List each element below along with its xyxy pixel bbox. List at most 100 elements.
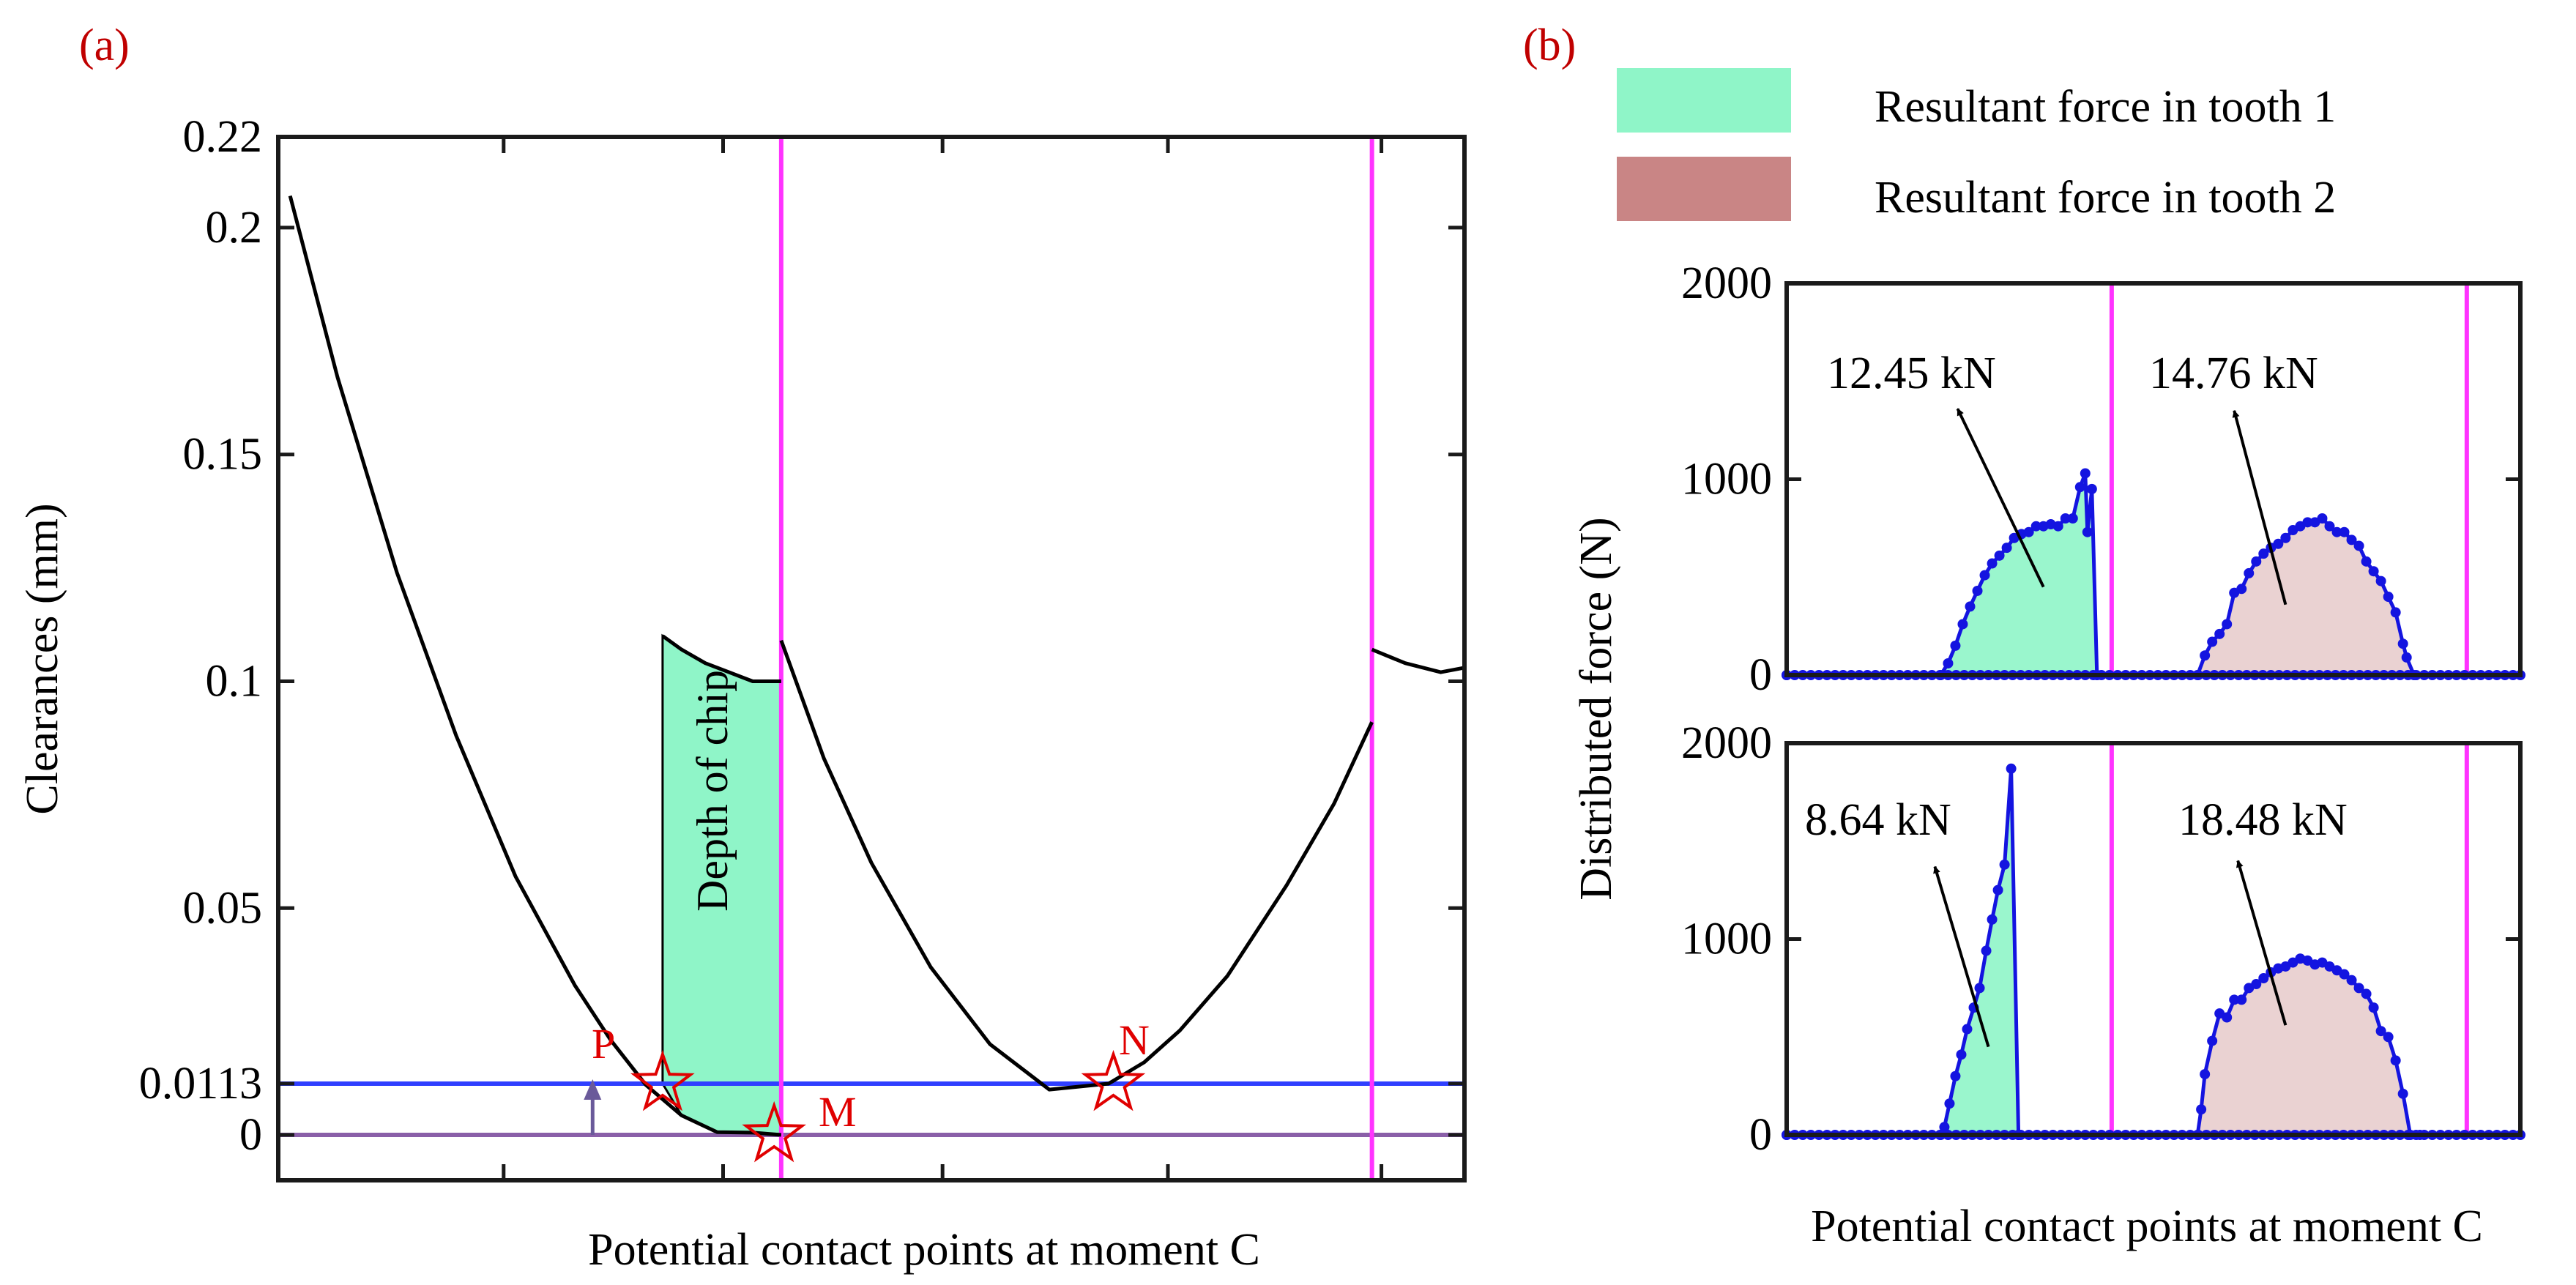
bottom-point-tooth-2-3 (2200, 1069, 2211, 1080)
annotation-18-48-kn: 18.48 kN (2178, 795, 2348, 845)
panel-a: (a) 00.0113 0.05 0.1 0.15 0.2 0.22 Depth of c… (18, 21, 1467, 1275)
clearance-arrow-head (584, 1079, 602, 1100)
bottom-point-tooth-1-4 (1950, 1070, 1961, 1081)
top-point-tooth-1-3 (1950, 640, 1961, 651)
top-point-tooth-2-3 (2207, 636, 2218, 647)
axis-a-xlabel: Potential contact points at moment C (588, 1225, 1260, 1275)
top-area-14-76-kn (2197, 518, 2414, 675)
top-point-tooth-2-27 (2383, 592, 2394, 602)
top-point-tooth-2-7 (2236, 584, 2247, 595)
top-point-tooth-1-9 (1994, 550, 2005, 561)
series-clearance-curve-3 (1371, 647, 1465, 674)
bottom-point-tooth-1-2 (1939, 1122, 1950, 1133)
depth-of-chip-label: Depth of chip (688, 670, 737, 912)
bottom-area-18-48-kn (2197, 958, 2411, 1135)
top-point-tooth-2-8 (2244, 567, 2255, 578)
bottom-point-tooth-1-8 (1974, 983, 1985, 994)
top-point-tooth-2-28 (2390, 607, 2401, 618)
bottom-point-tooth-1-5 (1956, 1049, 1967, 1060)
top-point-tooth-2-2 (2200, 650, 2211, 661)
bottom-point-tooth-1-11 (1992, 884, 2003, 895)
top-point-tooth-2-9 (2251, 556, 2262, 567)
ytick-label-0-2: 0.2 (206, 203, 263, 253)
top-point-tooth-1-21 (2080, 468, 2091, 479)
series-depth-of-chip-top (661, 634, 781, 683)
ytick-label-0-1: 0.1 (206, 656, 263, 706)
top-point-tooth-1-20 (2074, 482, 2085, 493)
bottom-point-tooth-2-23 (2346, 975, 2357, 986)
top-point-tooth-2-16 (2302, 517, 2313, 528)
top-point-tooth-1-14 (2030, 521, 2041, 532)
marker-star-n (1081, 1049, 1146, 1111)
bottom-area-8-64-kn (1940, 768, 2019, 1135)
bottom-point-tooth-2-28 (2383, 1032, 2394, 1043)
axes-b-top-frame (1784, 281, 2523, 677)
bottom-point-tooth-2-10 (2251, 979, 2262, 990)
legend-swatch-tooth-2 (1617, 157, 1791, 221)
bottom-point-tooth-1-12 (1999, 859, 2010, 870)
top-point-tooth-2-26 (2375, 576, 2386, 586)
bottom-arrow-18-48-kn (2236, 860, 2287, 1026)
bottom-point-tooth-2-4 (2207, 1035, 2218, 1046)
ytick-label-0-0113: 0.0113 (139, 1059, 262, 1109)
bottom-point-tooth-1-9 (1981, 945, 1992, 956)
bottom-ytick-label-2000: 2000 (1681, 718, 1772, 768)
top-point-tooth-1-8 (1987, 558, 1998, 569)
series-clearance-curve-1 (288, 195, 782, 1137)
legend-swatch-tooth-1 (1617, 68, 1791, 133)
top-point-tooth-2-12 (2273, 538, 2284, 549)
marker-star-p (630, 1049, 695, 1111)
annotation-12-45-kn: 12.45 kN (1827, 349, 1996, 398)
top-point-tooth-2-24 (2361, 556, 2372, 567)
legend-label-tooth-2: Resultant force in tooth 2 (1875, 173, 2336, 223)
bottom-point-tooth-2-27 (2375, 1026, 2386, 1037)
top-point-tooth-2-20 (2331, 526, 2342, 537)
bottom-point-tooth-2-8 (2236, 994, 2247, 1005)
top-point-tooth-1-13 (2023, 526, 2034, 537)
top-point-tooth-1-7 (1979, 570, 1990, 581)
top-point-tooth-1-17 (2052, 521, 2063, 532)
top-point-tooth-2-13 (2280, 532, 2291, 543)
annotation-14-76-kn: 14.76 kN (2149, 349, 2318, 398)
top-point-tooth-1-6 (1972, 585, 1983, 596)
axis-b-xlabel: Potential contact points at moment C (1811, 1202, 2483, 1251)
top-point-tooth-2-18 (2317, 513, 2328, 524)
bottom-point-tooth-1-6 (1962, 1024, 1973, 1035)
axes-a-frame (276, 135, 1467, 1182)
top-ytick-label-1000: 1000 (1681, 455, 1772, 504)
top-point-tooth-2-25 (2368, 566, 2379, 577)
axis-a-ylabel: Clearances (mm) (18, 503, 67, 814)
axis-b-ylabel: Distributed force (N) (1571, 517, 1621, 900)
bottom-point-tooth-2-2 (2196, 1104, 2207, 1115)
top-point-tooth-1-5 (1965, 601, 1976, 612)
top-point-tooth-1-10 (2001, 543, 2012, 554)
top-point-tooth-2-19 (2324, 521, 2335, 532)
ytick-label-0: 0 (239, 1110, 262, 1160)
top-point-tooth-2-4 (2214, 628, 2225, 639)
top-point-tooth-1-22 (2082, 526, 2093, 537)
bottom-point-tooth-1-13 (2006, 763, 2017, 774)
bottom-point-tooth-2-6 (2222, 1012, 2233, 1023)
top-point-tooth-1-23 (2086, 483, 2097, 494)
marker-m-label: M (819, 1088, 857, 1136)
annotation-8-64-kn: 8.64 kN (1805, 795, 1951, 845)
top-ytick-label-0: 0 (1749, 650, 1772, 700)
bottom-point-tooth-2-25 (2361, 988, 2372, 999)
top-point-tooth-2-21 (2339, 526, 2350, 537)
top-point-tooth-2-30 (2401, 652, 2412, 663)
ytick-label-0-05: 0.05 (183, 883, 263, 933)
bottom-ytick-label-0: 0 (1749, 1110, 1772, 1160)
bottom-point-tooth-2-7 (2229, 994, 2240, 1005)
bottom-point-tooth-2-22 (2339, 969, 2350, 980)
top-point-tooth-2-29 (2397, 638, 2408, 649)
marker-p-label: P (592, 1020, 615, 1068)
top-point-tooth-1-19 (2067, 513, 2078, 524)
top-area-12-45-kn (1940, 473, 2097, 675)
bottom-point-tooth-2-11 (2258, 973, 2269, 983)
top-point-tooth-2-23 (2353, 540, 2364, 551)
bottom-point-tooth-1-10 (1987, 914, 1998, 925)
bottom-ytick-label-1000: 1000 (1681, 915, 1772, 964)
top-point-tooth-1-2 (1943, 658, 1954, 668)
bottom-point-tooth-2-29 (2390, 1055, 2401, 1066)
